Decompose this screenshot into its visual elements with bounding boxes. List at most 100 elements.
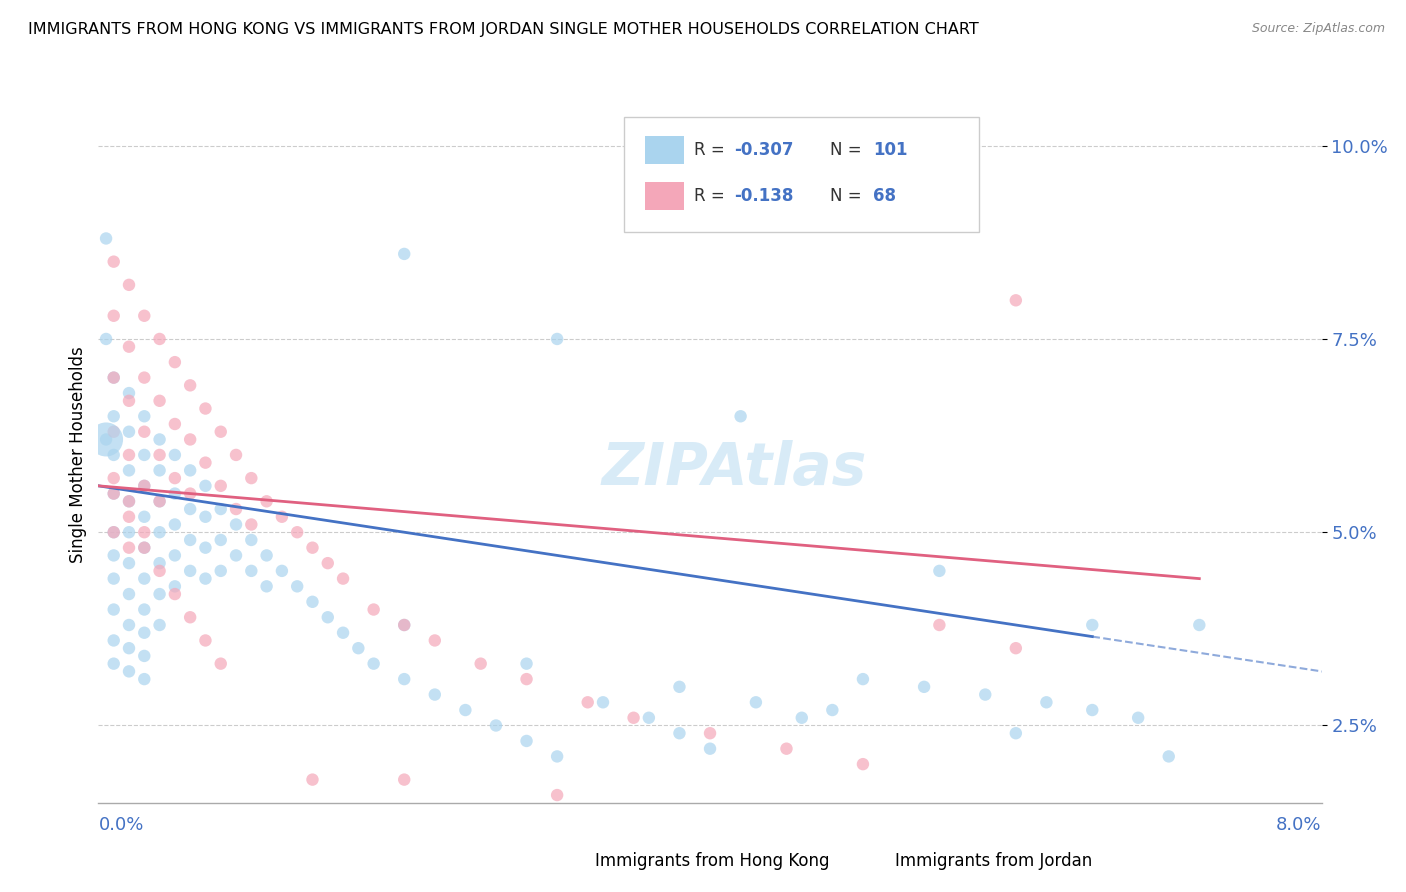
Point	[118, 386, 141, 401]
Point	[775, 741, 797, 756]
Point	[546, 788, 568, 802]
Point	[516, 657, 538, 671]
Point	[623, 711, 645, 725]
Bar	[851, 850, 884, 872]
Point	[423, 633, 446, 648]
Text: ZIPAtlas: ZIPAtlas	[602, 441, 868, 498]
Point	[118, 618, 141, 632]
Point	[1128, 711, 1150, 725]
Point	[179, 486, 201, 500]
Point	[912, 680, 935, 694]
Text: N =: N =	[830, 187, 866, 205]
Y-axis label: Single Mother Households: Single Mother Households	[69, 347, 87, 563]
Point	[149, 564, 172, 578]
Point	[240, 533, 263, 547]
Point	[332, 572, 354, 586]
Text: -0.138: -0.138	[734, 187, 794, 205]
Point	[240, 471, 263, 485]
Point	[546, 332, 568, 346]
Point	[118, 587, 141, 601]
Point	[1081, 703, 1104, 717]
Text: 0.0%: 0.0%	[98, 816, 143, 834]
Point	[209, 533, 232, 547]
Point	[134, 525, 156, 540]
Point	[103, 525, 125, 540]
Point	[103, 370, 125, 384]
Text: R =: R =	[695, 141, 730, 159]
Point	[118, 525, 141, 540]
Point	[103, 309, 125, 323]
Point	[118, 340, 141, 354]
Point	[194, 572, 217, 586]
Point	[163, 448, 186, 462]
Point	[347, 641, 370, 656]
Point	[194, 633, 217, 648]
Point	[392, 618, 416, 632]
Point	[852, 672, 875, 686]
Point	[134, 509, 156, 524]
Point	[118, 541, 141, 555]
Point	[134, 625, 156, 640]
Point	[392, 247, 416, 261]
Point	[392, 618, 416, 632]
Point	[163, 417, 186, 431]
Point	[103, 525, 125, 540]
Point	[118, 277, 141, 292]
Point	[1035, 695, 1057, 709]
Point	[1004, 293, 1026, 308]
Point	[134, 479, 156, 493]
Point	[134, 572, 156, 586]
Point	[363, 657, 385, 671]
Point	[225, 549, 247, 563]
Point	[1157, 749, 1180, 764]
Point	[316, 556, 339, 570]
Point	[103, 254, 125, 268]
Point	[163, 579, 186, 593]
Point	[163, 355, 186, 369]
Point	[103, 448, 125, 462]
Point	[134, 479, 156, 493]
Point	[118, 641, 141, 656]
Point	[1004, 726, 1026, 740]
Point	[516, 672, 538, 686]
Point	[699, 726, 721, 740]
Text: IMMIGRANTS FROM HONG KONG VS IMMIGRANTS FROM JORDAN SINGLE MOTHER HOUSEHOLDS COR: IMMIGRANTS FROM HONG KONG VS IMMIGRANTS …	[28, 22, 979, 37]
Point	[209, 564, 232, 578]
Point	[149, 332, 172, 346]
Point	[134, 409, 156, 424]
Point	[94, 231, 117, 245]
FancyBboxPatch shape	[624, 118, 979, 232]
Point	[94, 433, 117, 447]
Point	[668, 726, 690, 740]
Point	[285, 579, 308, 593]
Point	[149, 494, 172, 508]
Point	[179, 433, 201, 447]
Point	[149, 393, 172, 408]
Text: N =: N =	[830, 141, 866, 159]
Point	[103, 633, 125, 648]
Point	[134, 309, 156, 323]
Point	[179, 502, 201, 516]
Point	[118, 393, 141, 408]
Point	[316, 610, 339, 624]
Point	[928, 564, 950, 578]
Point	[149, 494, 172, 508]
Point	[852, 757, 875, 772]
Text: 101: 101	[873, 141, 907, 159]
Point	[454, 703, 477, 717]
Point	[256, 579, 278, 593]
Point	[179, 463, 201, 477]
Point	[149, 556, 172, 570]
Point	[118, 665, 141, 679]
Point	[637, 711, 661, 725]
Point	[149, 525, 172, 540]
Point	[118, 425, 141, 439]
Point	[134, 602, 156, 616]
Point	[134, 648, 156, 663]
Text: 8.0%: 8.0%	[1277, 816, 1322, 834]
Point	[546, 749, 568, 764]
Point	[363, 602, 385, 616]
Point	[118, 494, 141, 508]
Point	[194, 456, 217, 470]
Point	[134, 425, 156, 439]
